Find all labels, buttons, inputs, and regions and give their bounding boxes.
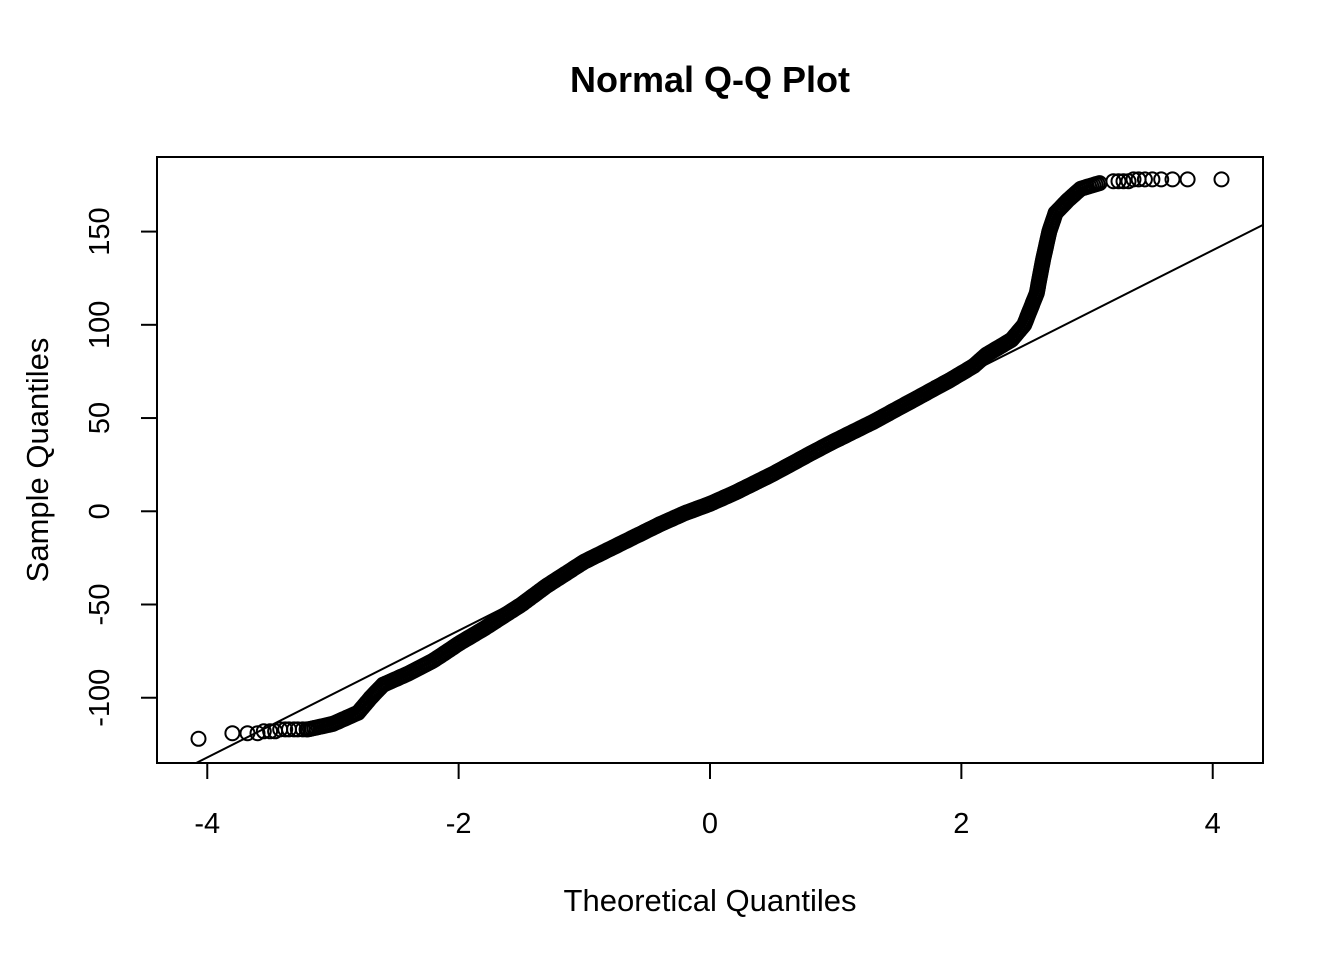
reference-line [195, 223, 1264, 764]
data-point [1179, 171, 1196, 188]
data-point [255, 723, 272, 740]
data-point [1110, 173, 1127, 190]
data-point [1164, 171, 1181, 188]
plot-frame [156, 156, 1264, 764]
chart-title: Normal Q-Q Plot [570, 59, 850, 100]
x-axis-label: Theoretical Quantiles [564, 883, 857, 918]
x-tick-label: -4 [194, 808, 220, 840]
y-tick-label: 150 [84, 207, 116, 255]
y-axis-label: Sample Quantiles [20, 338, 55, 583]
data-point [224, 725, 241, 742]
data-point [1105, 173, 1122, 190]
x-tick-label: -2 [446, 808, 472, 840]
data-point [190, 730, 207, 747]
y-tick-label: 0 [84, 503, 116, 519]
data-point [1213, 171, 1230, 188]
y-tick-label: -50 [84, 584, 116, 626]
x-axis: -4 -2 0 2 4 [194, 763, 1221, 840]
x-tick-label: 4 [1205, 808, 1221, 840]
data-point [249, 725, 266, 742]
data-point [1153, 171, 1170, 188]
data-point [1125, 171, 1142, 188]
data-point [298, 721, 315, 738]
y-tick-label: 100 [84, 301, 116, 349]
data-point [262, 723, 279, 740]
data-point [1115, 173, 1132, 190]
x-tick-label: 0 [702, 808, 718, 840]
data-point [1136, 171, 1153, 188]
y-tick-label: 50 [84, 402, 116, 434]
x-tick-label: 2 [953, 808, 969, 840]
y-axis: -100 -50 0 50 100 150 [84, 207, 157, 727]
y-tick-label: -100 [84, 669, 116, 727]
data-points [190, 171, 1230, 747]
data-point [289, 721, 306, 738]
data-point [1144, 171, 1161, 188]
